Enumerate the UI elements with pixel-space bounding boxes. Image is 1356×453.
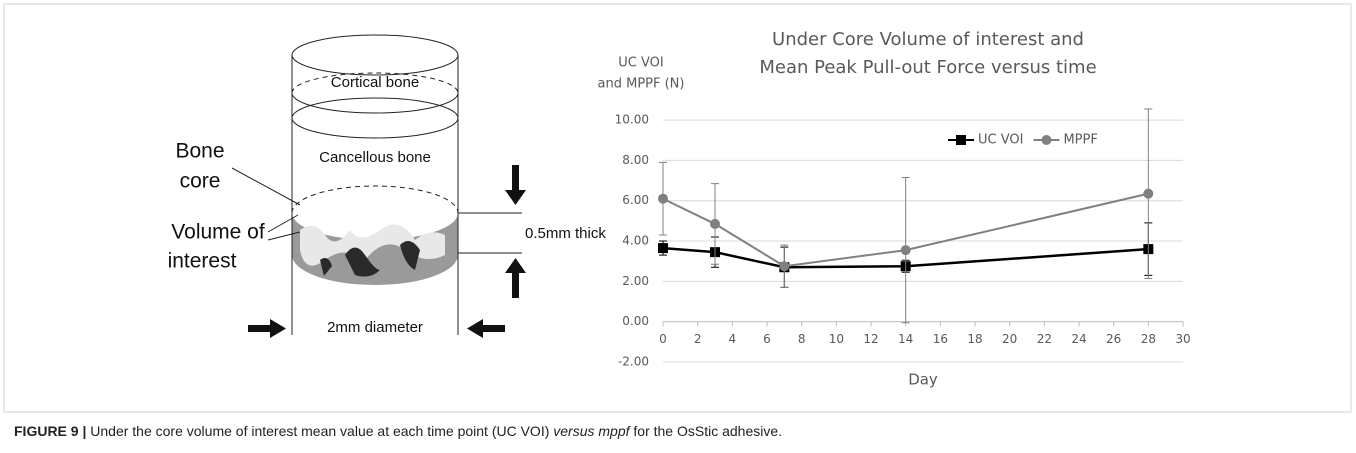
caption-label: FIGURE 9 | bbox=[14, 423, 86, 439]
marker bbox=[710, 218, 720, 229]
x-tick-label: 0 bbox=[659, 332, 667, 346]
y-axis-label: UC VOI bbox=[618, 56, 663, 71]
label: Volume of bbox=[171, 221, 265, 244]
marker bbox=[779, 261, 790, 272]
caption-text: for the OsStic adhesive. bbox=[630, 423, 783, 439]
pointer bbox=[231, 167, 301, 206]
x-axis-label: Day bbox=[908, 371, 938, 389]
label: core bbox=[180, 170, 221, 193]
legend-label: MPPF bbox=[1063, 133, 1097, 148]
arrow bbox=[248, 319, 286, 338]
bone-diagram: Bone core Cortical bone Cancellous bone … bbox=[168, 34, 606, 338]
x-tick-label: 24 bbox=[1071, 332, 1086, 346]
arc bbox=[291, 92, 459, 114]
label: interest bbox=[168, 250, 237, 273]
marker bbox=[658, 193, 668, 204]
y-tick-label: 8.00 bbox=[622, 153, 649, 167]
x-tick-label: 16 bbox=[933, 332, 948, 346]
x-tick-label: 20 bbox=[1002, 332, 1017, 346]
label: Cortical bone bbox=[331, 74, 419, 91]
arrow bbox=[467, 319, 505, 338]
top-ellipse bbox=[291, 34, 459, 76]
x-tick-label: 28 bbox=[1141, 332, 1156, 346]
voi-texture bbox=[300, 224, 445, 266]
legend-marker bbox=[1041, 135, 1052, 145]
label: Cancellous bone bbox=[319, 149, 431, 166]
y-tick-label: 10.00 bbox=[615, 113, 649, 127]
arrow bbox=[505, 258, 526, 298]
label: Bone bbox=[175, 140, 224, 163]
caption-text: versus mppf bbox=[553, 423, 631, 439]
dashed-arc bbox=[291, 185, 459, 214]
caption-text: Under the core volume of interest mean v… bbox=[86, 423, 553, 439]
x-tick-label: 26 bbox=[1106, 332, 1121, 346]
label: 2mm diameter bbox=[327, 319, 423, 336]
x-tick-label: 10 bbox=[829, 332, 844, 346]
pointer bbox=[267, 231, 301, 241]
legend-label: UC VOI bbox=[978, 133, 1023, 148]
chart-title: Mean Peak Pull-out Force versus time bbox=[759, 57, 1096, 78]
y-tick-label: 0.00 bbox=[622, 314, 649, 328]
caption: FIGURE 9 | Under the core volume of inte… bbox=[14, 423, 782, 439]
dashed-arc bbox=[291, 72, 459, 94]
mid-ellipse bbox=[291, 97, 459, 139]
marker bbox=[900, 245, 911, 256]
x-tick-label: 14 bbox=[898, 332, 913, 346]
pointer bbox=[267, 214, 299, 233]
marker bbox=[1143, 188, 1154, 199]
y-axis-label: and MPPF (N) bbox=[598, 77, 685, 92]
x-tick-label: 8 bbox=[798, 332, 806, 346]
x-tick-label: 30 bbox=[1175, 332, 1190, 346]
figure-frame bbox=[3, 3, 1352, 413]
x-tick-label: 2 bbox=[694, 332, 702, 346]
chart-title: Under Core Volume of interest and bbox=[772, 29, 1084, 50]
y-tick-label: -2.00 bbox=[618, 355, 649, 369]
arrow bbox=[505, 165, 526, 205]
x-tick-label: 12 bbox=[863, 332, 878, 346]
voi-texture bbox=[320, 241, 420, 277]
legend-marker bbox=[956, 135, 966, 145]
x-tick-label: 6 bbox=[763, 332, 771, 346]
x-tick-label: 18 bbox=[967, 332, 982, 346]
y-tick-label: 4.00 bbox=[622, 234, 649, 248]
label: 0.5mm thick bbox=[525, 225, 606, 242]
y-tick-label: 6.00 bbox=[622, 193, 649, 207]
y-tick-label: 2.00 bbox=[622, 274, 649, 288]
x-tick-label: 22 bbox=[1037, 332, 1052, 346]
x-tick-label: 4 bbox=[729, 332, 737, 346]
marker bbox=[658, 243, 668, 254]
